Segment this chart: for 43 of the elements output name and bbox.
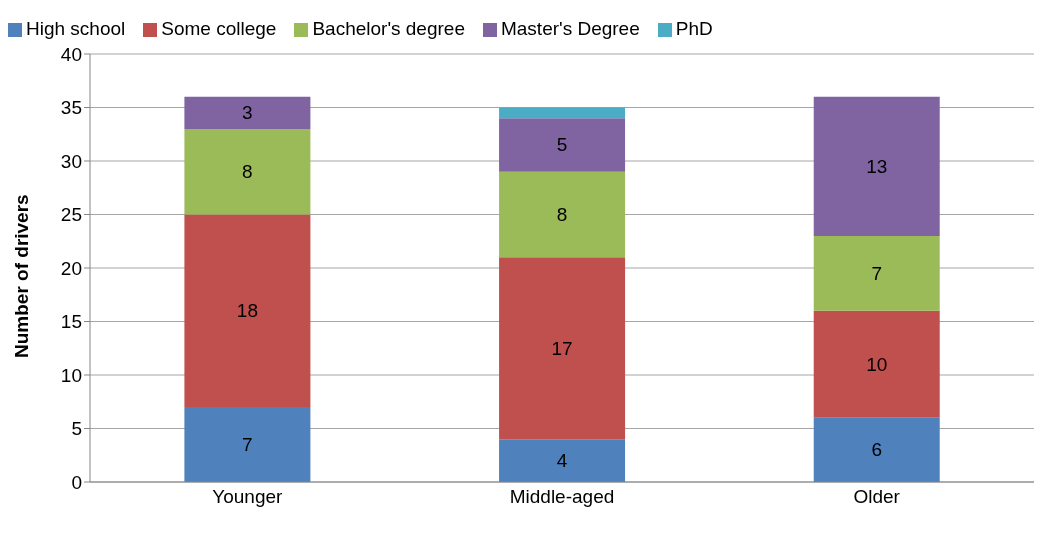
- legend-label: Master's Degree: [500, 18, 640, 39]
- y-tick-label: 35: [60, 97, 82, 119]
- data-label: 10: [866, 353, 888, 375]
- data-label: 13: [866, 155, 888, 177]
- y-tick-label: 40: [60, 43, 82, 65]
- y-tick-label: 15: [60, 311, 82, 333]
- y-tick-label: 10: [60, 364, 82, 386]
- bar: [813, 235, 940, 311]
- y-tick-label: 25: [60, 204, 82, 226]
- data-label: 7: [871, 262, 883, 284]
- bar: [499, 107, 626, 119]
- y-tick-label: 5: [71, 418, 82, 440]
- y-tick-label: 20: [60, 257, 82, 279]
- bar: [499, 257, 626, 440]
- x-tick-label: Middle-aged: [509, 486, 615, 508]
- y-tick-label: 0: [71, 471, 82, 493]
- x-tick-label: Younger: [212, 486, 284, 508]
- x-tick-label: Older: [853, 486, 901, 508]
- data-label: 6: [871, 439, 883, 461]
- data-label: 18: [236, 300, 258, 322]
- y-axis-title: Number of drivers: [10, 194, 32, 358]
- legend-label: High school: [26, 18, 126, 39]
- data-label: 17: [551, 337, 573, 359]
- bar: [499, 171, 626, 258]
- bar: [813, 310, 940, 418]
- data-label: 5: [556, 134, 568, 156]
- bar: [813, 96, 940, 236]
- legend-label: Some college: [161, 18, 277, 39]
- data-label: 7: [242, 434, 253, 456]
- data-label: 4: [556, 450, 568, 472]
- data-label: 8: [556, 204, 568, 225]
- data-label: 8: [242, 161, 253, 183]
- legend-label: Bachelor's degree: [312, 18, 465, 39]
- data-label: 3: [242, 102, 253, 124]
- legend-label: PhD: [675, 18, 713, 39]
- bar: [184, 96, 311, 129]
- bar: [184, 214, 311, 408]
- bar: [184, 128, 311, 215]
- y-tick-label: 30: [60, 150, 82, 172]
- bar: [813, 417, 940, 482]
- bar: [499, 118, 626, 172]
- bar: [184, 407, 311, 482]
- bar: [499, 439, 626, 482]
